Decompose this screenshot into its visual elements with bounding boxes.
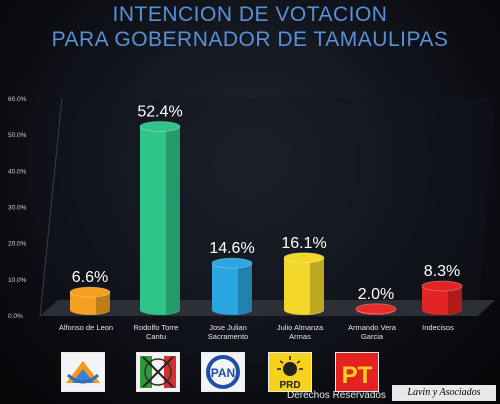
chart-title-line-1: INTENCION DE VOTACION [112,3,388,26]
pan-logo-text: PAN [211,366,235,380]
bar-value-label: 52.4% [137,103,182,120]
bar-shade [166,126,180,314]
bar-value-label: 2.0% [358,286,394,303]
alliance-logo-icon [61,352,105,392]
category-label: Jose Julian [209,323,247,332]
category-label: Rodolfo Torre [134,323,179,332]
bar-shade [448,285,462,314]
bar-shade [238,263,252,314]
category-label: Indecisos [422,323,454,332]
category-label: Cantu [146,332,166,341]
bar-chart: 0.0% 10.0% 20.0% 30.0% 40.0% 50.0% 60.0% 6.6% Al… [8,96,495,341]
bar-shade [310,257,324,314]
bar-top [283,252,325,264]
y-tick-label: 20.0% [8,241,27,248]
chart-title-line-2: PARA GOBERNADOR DE TAMAULIPAS [51,28,449,51]
category-label: Garcia [361,332,384,341]
pan-logo-icon: PAN [201,352,245,392]
bar-value-label: 8.3% [424,263,460,280]
y-tick-label: 10.0% [8,277,27,284]
pt-logo-text: PT [342,362,373,389]
bar [140,126,180,315]
bar-top [211,257,253,269]
y-tick-label: 30.0% [8,205,27,212]
bar-top [355,303,397,315]
bar-value-label: 14.6% [209,240,254,257]
category-label: Alfonso de Leon [59,323,113,332]
y-tick-label: 0.0% [8,313,23,320]
brand-label: Lavin y Asociados [392,385,496,401]
bar-top [421,280,463,292]
y-tick-label: 60.0% [8,96,27,103]
y-axis-line [39,97,63,317]
rights-text: Derechos Reservados [287,390,386,401]
bar-value-label: 6.6% [72,269,108,286]
bar-shade [96,292,110,314]
pri-logo-icon [136,352,180,392]
prd-logo-icon: PRD [268,352,312,392]
bar [70,292,110,315]
bar-top [139,121,181,132]
category-label: Armas [289,332,311,341]
bar [422,285,462,315]
bar-top [69,286,111,298]
bar [284,257,324,315]
category-label: Sacramento [208,332,248,341]
category-label: Julio Almanza [277,323,324,332]
y-tick-label: 50.0% [8,132,27,139]
pt-logo-icon: PT [335,352,379,392]
category-label: Armando Vera [348,323,397,332]
bar-value-label: 16.1% [281,235,326,252]
prd-logo-text: PRD [279,380,300,391]
bar [212,263,252,315]
y-tick-label: 40.0% [8,168,27,175]
